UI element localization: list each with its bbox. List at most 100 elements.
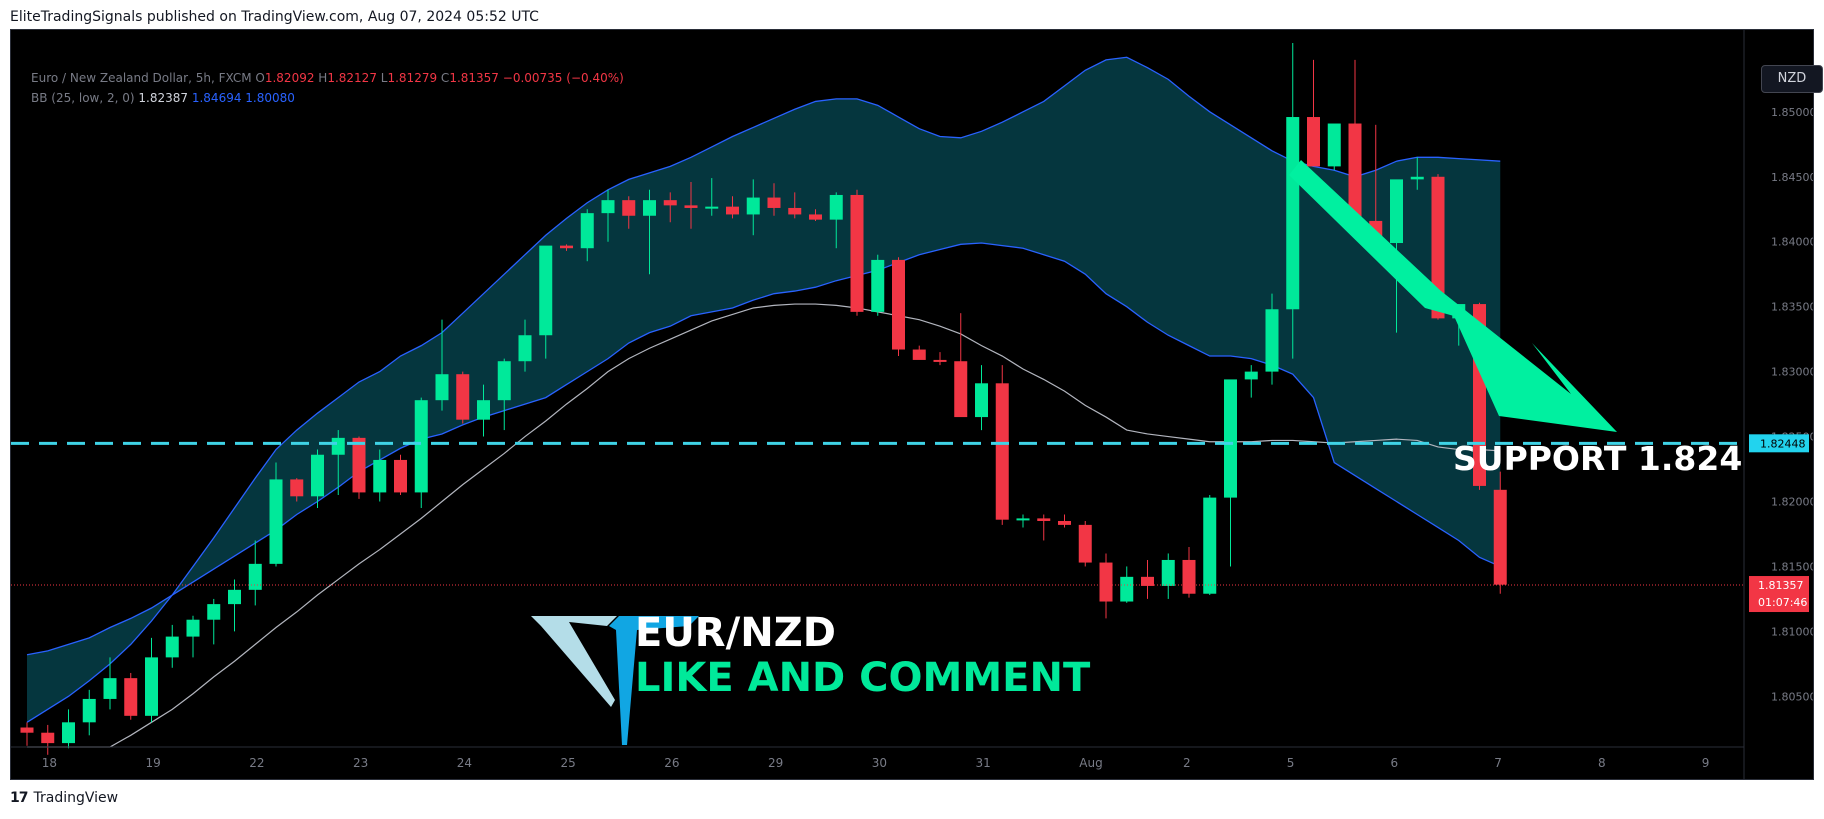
candle-body [311, 454, 324, 497]
level-lines [11, 441, 1744, 586]
candle [414, 397, 428, 508]
time-tick-label: 31 [976, 756, 991, 770]
candle [228, 579, 241, 632]
candle [1203, 495, 1217, 596]
legend-bb-upper: 1.84694 [191, 91, 242, 105]
legend-low: 1.81279 [387, 71, 438, 85]
candle-body [1182, 559, 1196, 594]
time-tick-label: 22 [249, 756, 264, 770]
candle-body [456, 374, 470, 420]
candle [767, 183, 781, 216]
candle-body [352, 437, 366, 493]
candle-body [290, 479, 304, 497]
legend-bb-lower: 1.80080 [245, 91, 295, 105]
candle [560, 244, 573, 251]
candle-body [1286, 117, 1300, 310]
candle-body [41, 732, 55, 744]
candle [1224, 379, 1237, 567]
candle [62, 709, 75, 749]
chart-panel[interactable]: 1.850001.845001.840001.835001.830001.825… [10, 29, 1823, 780]
candle [311, 449, 324, 508]
legend-bb-mid: 1.82387 [138, 91, 189, 105]
time-tick-label: 25 [561, 756, 576, 770]
tradingview-footer[interactable]: 17 TradingView [10, 790, 118, 806]
footer-brand: TradingView [33, 790, 119, 806]
candle-body [1327, 123, 1341, 167]
candle-body [1244, 371, 1258, 380]
candle-body [373, 459, 387, 493]
legend-open: 1.82092 [264, 71, 315, 85]
time-tick-label: 26 [664, 756, 679, 770]
candle [1141, 559, 1154, 599]
price-tick-label: 1.84000 [1771, 236, 1813, 249]
legend-bb-label[interactable]: BB (25, low, 2, 0) [31, 91, 135, 105]
logo-right-wing-icon [609, 616, 699, 745]
candle [850, 189, 864, 316]
time-tick-label: 24 [457, 756, 472, 770]
candle-body [435, 374, 449, 401]
time-tick-label: 18 [42, 756, 57, 770]
candle-body [20, 727, 34, 733]
candle-body [165, 636, 179, 658]
countdown-label: 01:07:46 [1758, 596, 1807, 609]
support-price-badge [1749, 434, 1809, 453]
price-tick-label: 1.83000 [1771, 366, 1813, 379]
candle [995, 365, 1009, 525]
bollinger-upper-line [26, 56, 1501, 723]
candle-body [497, 361, 511, 401]
legend-change: −0.00735 (−0.40%) [502, 71, 624, 85]
candle-body [871, 259, 885, 312]
price-chart[interactable]: 1.850001.845001.840001.835001.830001.825… [11, 30, 1813, 779]
candle [20, 722, 34, 746]
candle-body [622, 200, 636, 216]
candle [954, 313, 968, 418]
candle-body [850, 194, 864, 312]
time-tick-label: 9 [1702, 756, 1710, 770]
time-tick-label: 23 [353, 756, 368, 770]
candle-body [1161, 559, 1175, 586]
bollinger-basis-line [27, 303, 1501, 748]
candle-body [809, 214, 822, 220]
candle [829, 192, 843, 249]
legend-low-label: L [380, 71, 388, 85]
candle-body [207, 604, 221, 620]
candle [1410, 157, 1424, 190]
candle [871, 254, 885, 316]
candle-body [1410, 176, 1424, 180]
candle-body [933, 359, 947, 362]
call-to-action-annotation: LIKE AND COMMENT [635, 655, 1091, 701]
candle [892, 257, 905, 357]
candle-body [1078, 524, 1092, 563]
candle-body [892, 259, 905, 350]
candle-body [248, 563, 262, 590]
pair-annotation: EUR/NZD [635, 610, 836, 656]
candle-body [746, 197, 760, 215]
candle-body [912, 349, 926, 360]
candle-body [82, 698, 96, 723]
candle-body [1058, 520, 1071, 525]
candle [477, 384, 490, 437]
price-tick-label: 1.80500 [1771, 690, 1813, 703]
price-badges: 1.82448 1.81357 01:07:46 [1749, 434, 1809, 613]
candle [746, 179, 760, 236]
candle-body [1099, 562, 1113, 602]
currency-button[interactable]: NZD [1761, 65, 1823, 93]
price-tick-label: 1.85000 [1771, 106, 1813, 119]
candle-body [705, 206, 719, 209]
logo-left-wing-icon [531, 616, 617, 707]
candle [726, 196, 739, 219]
legend-high: 1.82127 [327, 71, 377, 85]
legend-row-bb: BB (25, low, 2, 0) 1.82387 1.84694 1.800… [31, 88, 624, 108]
candle [1182, 546, 1196, 598]
candle [103, 657, 117, 710]
candle-body [1141, 576, 1154, 586]
candle-body [1120, 576, 1134, 602]
candle [1120, 566, 1134, 603]
candle-body [414, 400, 428, 493]
candle-body [228, 589, 241, 605]
candle [1493, 471, 1507, 594]
candle [394, 454, 407, 496]
candle [975, 365, 988, 431]
legend-symbol[interactable]: Euro / New Zealand Dollar, 5h, FXCM [31, 71, 252, 85]
candle [248, 540, 262, 606]
